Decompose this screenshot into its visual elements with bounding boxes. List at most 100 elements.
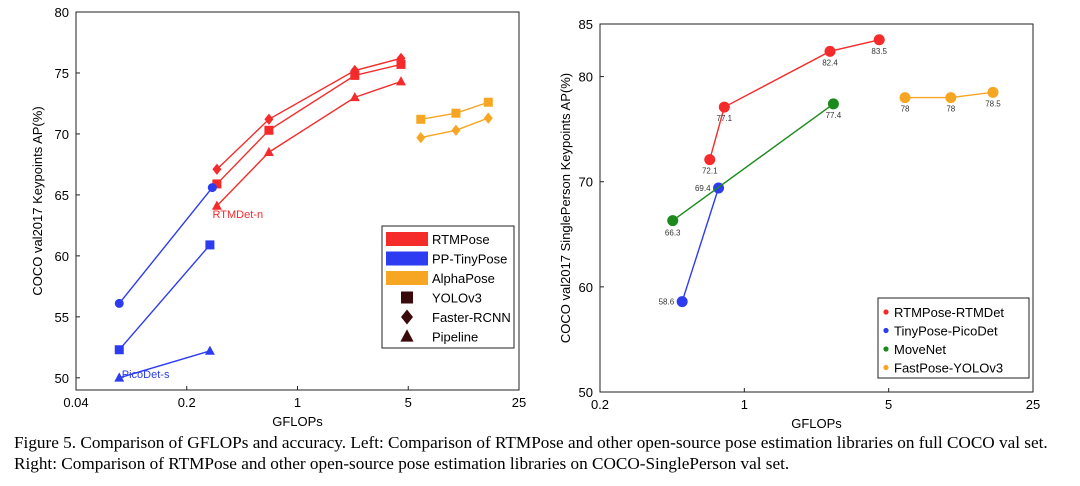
movenet-line — [672, 103, 834, 222]
y-tick-label: 70 — [55, 127, 69, 142]
legend-label-tinypose-picodet: TinyPose-PicoDet — [894, 324, 998, 339]
alphapose-diamond-point — [483, 112, 493, 124]
tinypose-picodet-line — [681, 187, 720, 302]
rtmpose-rtmdet-point — [704, 154, 716, 166]
legend-label-pipeline: Pipeline — [432, 330, 478, 345]
pp-tinypose-circle-point — [114, 298, 124, 308]
legend-marker-pipeline — [400, 329, 414, 342]
pp-tinypose-circle-point — [207, 183, 217, 193]
movenet-point — [667, 215, 679, 227]
x-tick-label: 1 — [741, 397, 748, 412]
rtmpose-rtmdet-data-label: 72.1 — [702, 167, 718, 176]
y-tick-label: 50 — [55, 371, 69, 386]
legend-frame — [877, 297, 1030, 379]
y-tick-label: 60 — [579, 280, 593, 295]
movenet-data-label: 66.3 — [665, 229, 681, 238]
x-tick-label: 0.04 — [63, 395, 88, 410]
x-tick-label: 5 — [885, 397, 892, 412]
tinypose-picodet-data-label: 69.4 — [695, 184, 711, 193]
rtmpose-rtmdet-point — [824, 45, 836, 57]
y-tick-label: 50 — [579, 385, 593, 400]
alphapose-square-point — [451, 108, 461, 118]
fastpose-yolov3-data-label: 78.5 — [985, 99, 1001, 108]
x-tick-label: 5 — [405, 395, 412, 410]
rtmpose-rtmdet-data-label: 77.1 — [717, 114, 733, 123]
pp-tinypose-square-point — [205, 240, 215, 250]
legend-label-rtmpose: RTMPose — [432, 232, 490, 247]
left-chart: 0.04 0.2 1 5 25 50 55 60 65 70 75 80 GFLOPs COCO val2… — [30, 5, 526, 429]
legend-label-fastpose-yolov3: FastPose-YOLOv3 — [894, 361, 1003, 376]
legend-marker-faster-rcnn — [401, 309, 413, 325]
legend-label-alphapose: AlphaPose — [432, 271, 495, 286]
figure-caption: Figure 5. Comparison of GFLOPs and accur… — [14, 433, 1048, 473]
pp-tinypose-square-line — [118, 244, 211, 351]
y-tick-label: 80 — [579, 70, 593, 85]
legend-label-pp-tinypose: PP-TinyPose — [432, 252, 507, 267]
pp-tinypose-circle-line — [118, 187, 213, 304]
rtmpose-diamond-point — [212, 163, 222, 175]
rtmpose-diamond-point — [264, 113, 274, 125]
x-tick-label: 25 — [512, 395, 526, 410]
alphapose-diamond-point — [451, 124, 461, 136]
pp-tinypose-square-point — [114, 345, 124, 355]
y-axis-label: COCO val2017 Keypoints AP(%) — [30, 106, 45, 295]
y-tick-label: 60 — [55, 249, 69, 264]
alphapose-square-point — [483, 97, 493, 107]
rtmpose-rtmdet-data-label: 82.4 — [822, 58, 838, 67]
rtmpose-square-line — [216, 63, 402, 185]
rtmpose-triangle-point — [349, 91, 360, 102]
legend-label-yolov3: YOLOv3 — [432, 291, 482, 306]
y-tick-label: 75 — [55, 66, 69, 81]
y-tick-label: 85 — [579, 17, 593, 32]
rtmpose-rtmdet-point — [873, 34, 885, 46]
right-chart: 0.2 1 5 25 50 60 70 80 85 GFLOPs COCO val2017 Sing… — [558, 17, 1040, 431]
fastpose-yolov3-data-label: 78 — [901, 105, 910, 114]
legend-label-rtmpose-rtmdet: RTMPose-RTMDet — [894, 305, 1004, 320]
x-tick-label: 1 — [294, 395, 301, 410]
rtmpose-triangle-point — [263, 146, 274, 157]
rtmpose-rtmdet-point — [718, 101, 730, 113]
x-axis-label: GFLOPs — [272, 414, 323, 429]
legend-swatch-alphapose — [386, 271, 428, 285]
legend-marker-movenet — [883, 346, 889, 352]
fastpose-yolov3-data-label: 78 — [946, 105, 955, 114]
fastpose-yolov3-point — [899, 92, 911, 104]
x-axis-label: GFLOPs — [791, 416, 842, 431]
movenet-point — [827, 98, 839, 110]
y-tick-label: 80 — [55, 5, 69, 20]
annotation-rtmdet-n: RTMDet-n — [213, 209, 264, 221]
y-axis-label: COCO val2017 SinglePerson Keypoints AP(%… — [558, 73, 573, 343]
fastpose-yolov3-point — [987, 86, 999, 98]
rtmpose-square-point — [350, 70, 360, 80]
movenet-data-label: 77.4 — [826, 111, 842, 120]
legend-frame — [381, 225, 515, 349]
alphapose-square-point — [416, 114, 426, 124]
legend-marker-tinypose-picodet — [883, 327, 889, 334]
x-tick-label: 25 — [1026, 397, 1040, 412]
legend-marker-rtmpose-rtmdet — [883, 309, 889, 315]
rtmpose-square-point — [212, 179, 222, 189]
rtmpose-square-point — [264, 125, 274, 135]
legend-label-movenet: MoveNet — [894, 342, 946, 357]
tinypose-picodet-point — [676, 296, 688, 308]
rtmpose-square-point — [396, 59, 406, 69]
alphapose-diamond-point — [416, 131, 426, 144]
rtmpose-rtmdet-data-label: 83.5 — [871, 47, 887, 56]
legend-marker-yolov3 — [401, 291, 413, 304]
tinypose-picodet-data-label: 58.6 — [659, 298, 675, 307]
rtmpose-diamond-line — [216, 57, 402, 170]
rtmpose-triangle-line — [216, 80, 402, 207]
figure-5: 0.04 0.2 1 5 25 50 55 60 65 70 75 80 GFLOPs COCO val2… — [30, 5, 1040, 431]
pp-tinypose-triangle-point — [114, 372, 125, 382]
plot-frame — [599, 23, 1034, 393]
y-tick-label: 70 — [579, 175, 593, 190]
pp-tinypose-triangle-point — [204, 345, 215, 355]
pp-tinypose-triangle-line — [119, 350, 211, 379]
legend-swatch-pp-tinypose — [386, 251, 428, 266]
legend-label-faster-rcnn: Faster-RCNN — [432, 310, 511, 325]
y-tick-label: 65 — [55, 188, 69, 203]
fastpose-yolov3-point — [945, 92, 957, 104]
x-tick-label: 0.2 — [178, 395, 196, 410]
right-legend: RTMPose-RTMDet TinyPose-PicoDet MoveNet Fas… — [877, 297, 1030, 379]
annotation-picodet-s: PicoDet-s — [122, 369, 170, 381]
